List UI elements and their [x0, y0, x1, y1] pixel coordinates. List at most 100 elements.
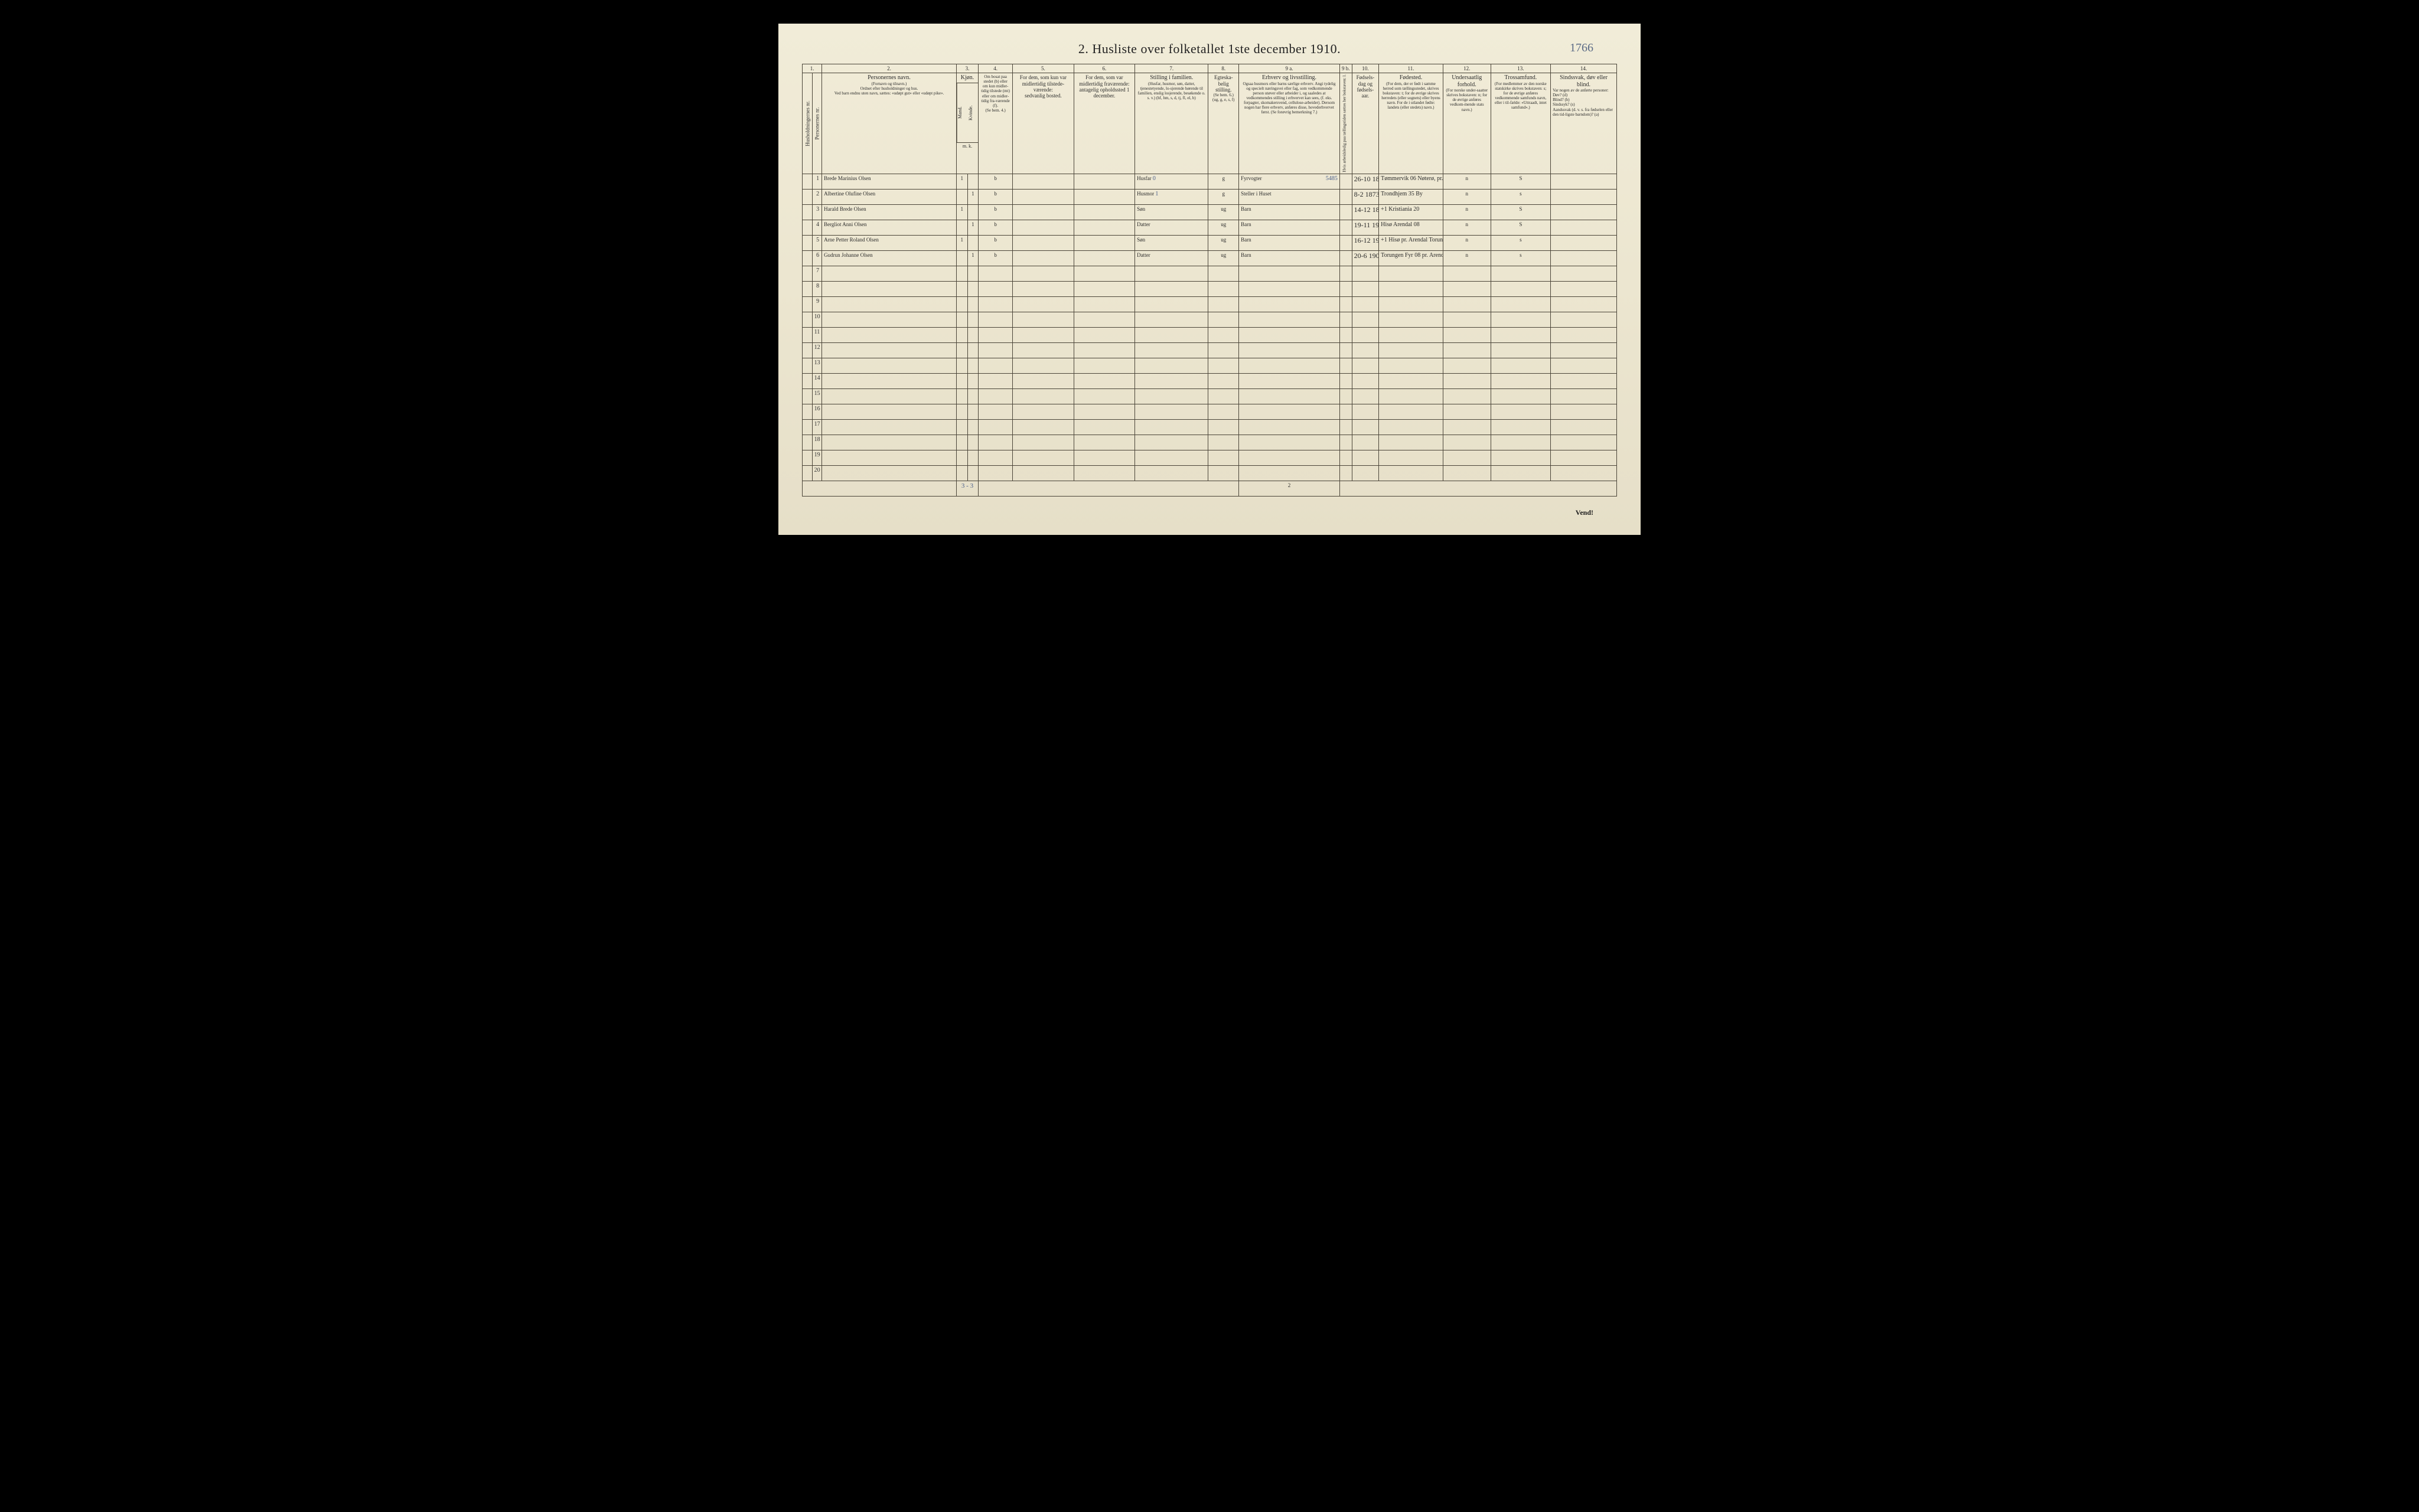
person-nr-cell: 15: [812, 389, 822, 404]
empty-cell: [1074, 404, 1135, 420]
empty-cell: [1443, 297, 1491, 312]
midl-fra-cell: [1074, 174, 1135, 190]
empty-cell: [967, 358, 979, 374]
person-nr-cell: 8: [812, 282, 822, 297]
ledig-cell: [1339, 174, 1352, 190]
empty-cell: [1013, 343, 1074, 358]
empty-cell: [1352, 435, 1379, 450]
empty-cell: [1443, 374, 1491, 389]
empty-cell: [979, 312, 1013, 328]
empty-cell: [822, 328, 957, 343]
husholdning-cell: [803, 174, 813, 190]
egteskab-cell: ug: [1208, 251, 1239, 266]
empty-cell: [1352, 420, 1379, 435]
name-cell: Arne Petter Roland Olsen: [822, 236, 957, 251]
empty-cell: [1208, 374, 1239, 389]
empty-cell: [1208, 358, 1239, 374]
midl-til-cell: [1013, 251, 1074, 266]
empty-cell: [1443, 389, 1491, 404]
empty-cell: [1013, 297, 1074, 312]
midl-til-cell: [1013, 190, 1074, 205]
empty-cell: [1135, 420, 1208, 435]
fsted-cell: Torungen Fyr 08 pr. Arendal: [1379, 251, 1443, 266]
husholdning-cell: [803, 343, 813, 358]
empty-cell: [1013, 312, 1074, 328]
empty-cell: [1339, 328, 1352, 343]
empty-cell: [1352, 358, 1379, 374]
person-nr-cell: 16: [812, 404, 822, 420]
bosat-cell: b: [979, 251, 1013, 266]
erhverv-cell: Barn: [1239, 251, 1340, 266]
name-cell: Bergliot Anni Olsen: [822, 220, 957, 236]
empty-cell: [1352, 374, 1379, 389]
empty-cell: [1339, 466, 1352, 481]
fsted-cell: Trondhjem 35 By: [1379, 190, 1443, 205]
hdr-erhverv: Erhverv og livsstilling. Ogsaa husmors e…: [1239, 73, 1340, 174]
midl-til-cell: [1013, 236, 1074, 251]
midl-fra-cell: [1074, 220, 1135, 236]
empty-cell: [1239, 282, 1340, 297]
empty-cell: [1074, 312, 1135, 328]
empty-cell: [1491, 466, 1550, 481]
table-row-empty: 8: [803, 282, 1617, 297]
empty-cell: [979, 328, 1013, 343]
colnum-10: 10.: [1352, 64, 1379, 73]
table-row-empty: 10: [803, 312, 1617, 328]
colnum-7: 7.: [1135, 64, 1208, 73]
empty-cell: [967, 282, 979, 297]
empty-cell: [1443, 266, 1491, 282]
famstilling-cell: Datter: [1135, 220, 1208, 236]
nat-cell: n: [1443, 236, 1491, 251]
empty-cell: [1208, 297, 1239, 312]
bosat-cell: b: [979, 205, 1013, 220]
column-number-row: 1. 2. 3. 4. 5. 6. 7. 8. 9 a. 9 b. 10. 11…: [803, 64, 1617, 73]
empty-cell: [1379, 297, 1443, 312]
empty-cell: [1074, 420, 1135, 435]
sind-cell: [1551, 220, 1617, 236]
empty-cell: [967, 466, 979, 481]
empty-cell: [1135, 343, 1208, 358]
empty-cell: [822, 450, 957, 466]
empty-cell: [1443, 282, 1491, 297]
empty-cell: [956, 343, 967, 358]
empty-cell: [1208, 389, 1239, 404]
empty-cell: [1379, 374, 1443, 389]
empty-cell: [1491, 435, 1550, 450]
kvinde-cell: [967, 174, 979, 190]
hdr-midl-fravaer: For dem, som var midlertidig fraværende:…: [1074, 73, 1135, 174]
empty-cell: [956, 389, 967, 404]
empty-cell: [1551, 435, 1617, 450]
husholdning-cell: [803, 404, 813, 420]
nat-cell: n: [1443, 205, 1491, 220]
hdr-egteskab: Egteska-belig stilling. (Se bem. 6.) (ug…: [1208, 73, 1239, 174]
empty-cell: [1379, 389, 1443, 404]
empty-cell: [1135, 450, 1208, 466]
table-row-empty: 19: [803, 450, 1617, 466]
table-row-empty: 15: [803, 389, 1617, 404]
empty-cell: [1208, 420, 1239, 435]
empty-cell: [1379, 420, 1443, 435]
midl-fra-cell: [1074, 205, 1135, 220]
person-nr-cell: 14: [812, 374, 822, 389]
empty-cell: [822, 389, 957, 404]
empty-cell: [967, 266, 979, 282]
empty-cell: [979, 266, 1013, 282]
empty-cell: [967, 420, 979, 435]
colnum-12: 12.: [1443, 64, 1491, 73]
empty-cell: [979, 420, 1013, 435]
empty-cell: [956, 404, 967, 420]
empty-cell: [979, 297, 1013, 312]
midl-til-cell: [1013, 220, 1074, 236]
nat-cell: n: [1443, 174, 1491, 190]
empty-cell: [1491, 374, 1550, 389]
hdr-fodested: Fødested. (For dem, der er født i samme …: [1379, 73, 1443, 174]
empty-cell: [822, 404, 957, 420]
hdr-fodselsdato: Fødsels-dag og fødsels-aar.: [1352, 73, 1379, 174]
empty-cell: [1339, 358, 1352, 374]
empty-cell: [979, 358, 1013, 374]
empty-cell: [822, 435, 957, 450]
empty-cell: [1443, 328, 1491, 343]
table-row: 6Gudrun Johanne Olsen1bDatterugBarn20-6 …: [803, 251, 1617, 266]
tro-cell: s: [1491, 251, 1550, 266]
empty-cell: [956, 435, 967, 450]
